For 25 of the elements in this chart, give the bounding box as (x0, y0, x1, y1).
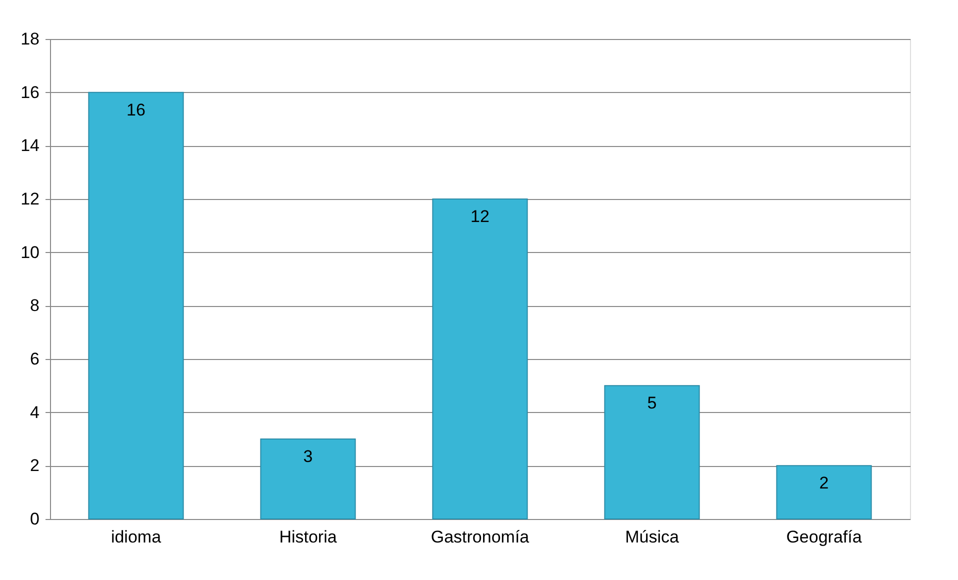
y-tick-label: 2 (30, 456, 40, 476)
bar (776, 465, 872, 520)
y-tick-label: 8 (30, 296, 40, 316)
y-tick-label: 14 (20, 136, 40, 156)
y-tick-label: 6 (30, 350, 40, 368)
bar (260, 438, 356, 520)
y-tick-label: 16 (20, 82, 40, 102)
x-tick-label: Música (625, 528, 680, 546)
x-tick-label: idioma (110, 528, 162, 546)
x-tick-label: Geografía (786, 528, 862, 546)
x-tick-label: Historia (279, 528, 338, 546)
y-tick-label: 12 (20, 190, 40, 208)
y-tick-label: 10 (20, 242, 40, 262)
y-tick-label: 0 (30, 510, 40, 528)
bar (604, 385, 700, 520)
data-label: 5 (647, 394, 657, 413)
data-label: 12 (470, 207, 490, 226)
data-label: 2 (819, 474, 829, 493)
data-label: 16 (126, 100, 146, 120)
data-label: 3 (303, 447, 313, 466)
y-tick-label: 18 (20, 30, 40, 48)
bar (432, 198, 528, 520)
bar (88, 92, 184, 520)
x-tick-label: Gastronomía (430, 528, 530, 546)
y-tick-label: 4 (30, 402, 40, 422)
